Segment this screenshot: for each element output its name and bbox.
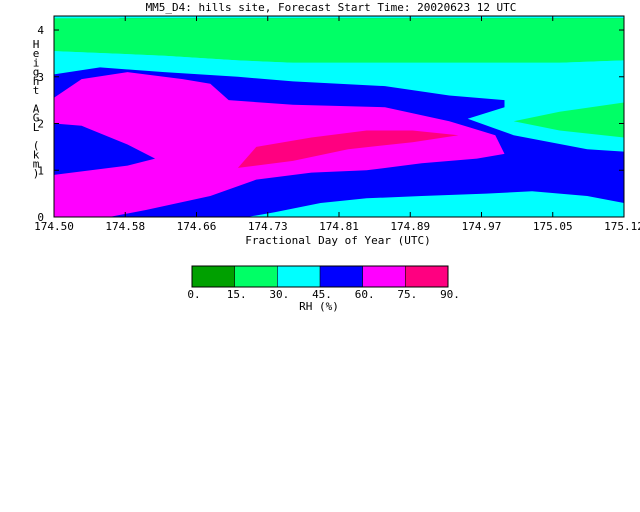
colorbar-tick-label: 30. — [269, 288, 289, 301]
colorbar-tick-label: 75. — [397, 288, 417, 301]
y-axis-label-char: ) — [33, 167, 40, 180]
y-axis: 0 1 2 3 4 — [37, 24, 624, 224]
contour-band-15-30-3 — [513, 102, 624, 138]
colorbar-segment — [405, 266, 448, 287]
y-tick-label: 4 — [37, 24, 44, 37]
x-tick-label: 174.50 — [34, 220, 74, 233]
y-axis-label-char: i — [33, 56, 40, 69]
plot-area — [54, 16, 624, 218]
x-tick-label: 175.05 — [533, 220, 573, 233]
y-tick-label: 2 — [37, 118, 44, 131]
y-axis-label-char: h — [33, 75, 40, 88]
y-axis-label-char: t — [33, 84, 40, 97]
y-axis-label-char: k — [33, 148, 40, 161]
colorbar-label: RH (%) — [299, 300, 339, 313]
y-axis-label-char: e — [33, 47, 40, 60]
x-tick-label: 174.66 — [177, 220, 217, 233]
x-tick-label: 174.97 — [462, 220, 502, 233]
y-axis-label-char: G — [33, 112, 40, 125]
colorbar-tick-label: 90. — [440, 288, 460, 301]
y-tick-label: 3 — [37, 71, 44, 84]
y-axis-label-char: m — [33, 158, 40, 171]
x-tick-label: 174.81 — [319, 220, 359, 233]
colorbar: 0. 15. 30. 45. 60. 75. 90. — [187, 265, 460, 301]
colorbar-segment — [192, 266, 235, 287]
colorbar-tick-label: 0. — [187, 288, 200, 301]
contour-band-15-30-1 — [54, 18, 624, 63]
x-tick-label: 174.58 — [105, 220, 145, 233]
y-axis-label-char: H — [33, 38, 40, 51]
y-axis-label-char: g — [33, 66, 40, 79]
colorbar-tick-label: 45. — [312, 288, 332, 301]
y-axis-label-char: A — [33, 102, 40, 115]
x-tick-label: 174.89 — [390, 220, 430, 233]
x-tick-label: 174.73 — [248, 220, 288, 233]
x-tick-label: 175.12 — [604, 220, 640, 233]
colorbar-segment — [320, 266, 363, 287]
y-tick-label: 0 — [37, 211, 44, 224]
y-axis-label-char: ( — [33, 139, 40, 152]
colorbar-tick-label: 15. — [227, 288, 247, 301]
colorbar-tick-label: 60. — [355, 288, 375, 301]
colorbar-segment — [277, 266, 320, 287]
chart-title: MM5_D4: hills site, Forecast Start Time:… — [146, 1, 517, 14]
contour-band-75-90-6 — [237, 130, 459, 168]
colorbar-segment — [234, 266, 278, 287]
x-axis-label: Fractional Day of Year (UTC) — [245, 234, 430, 247]
y-tick-label: 1 — [37, 164, 44, 177]
x-axis: 174.50 174.58 174.66 174.73 174.81 174.89 174.… — [34, 16, 640, 233]
y-axis-label-char: L — [33, 121, 40, 134]
colorbar-segment — [362, 266, 406, 287]
